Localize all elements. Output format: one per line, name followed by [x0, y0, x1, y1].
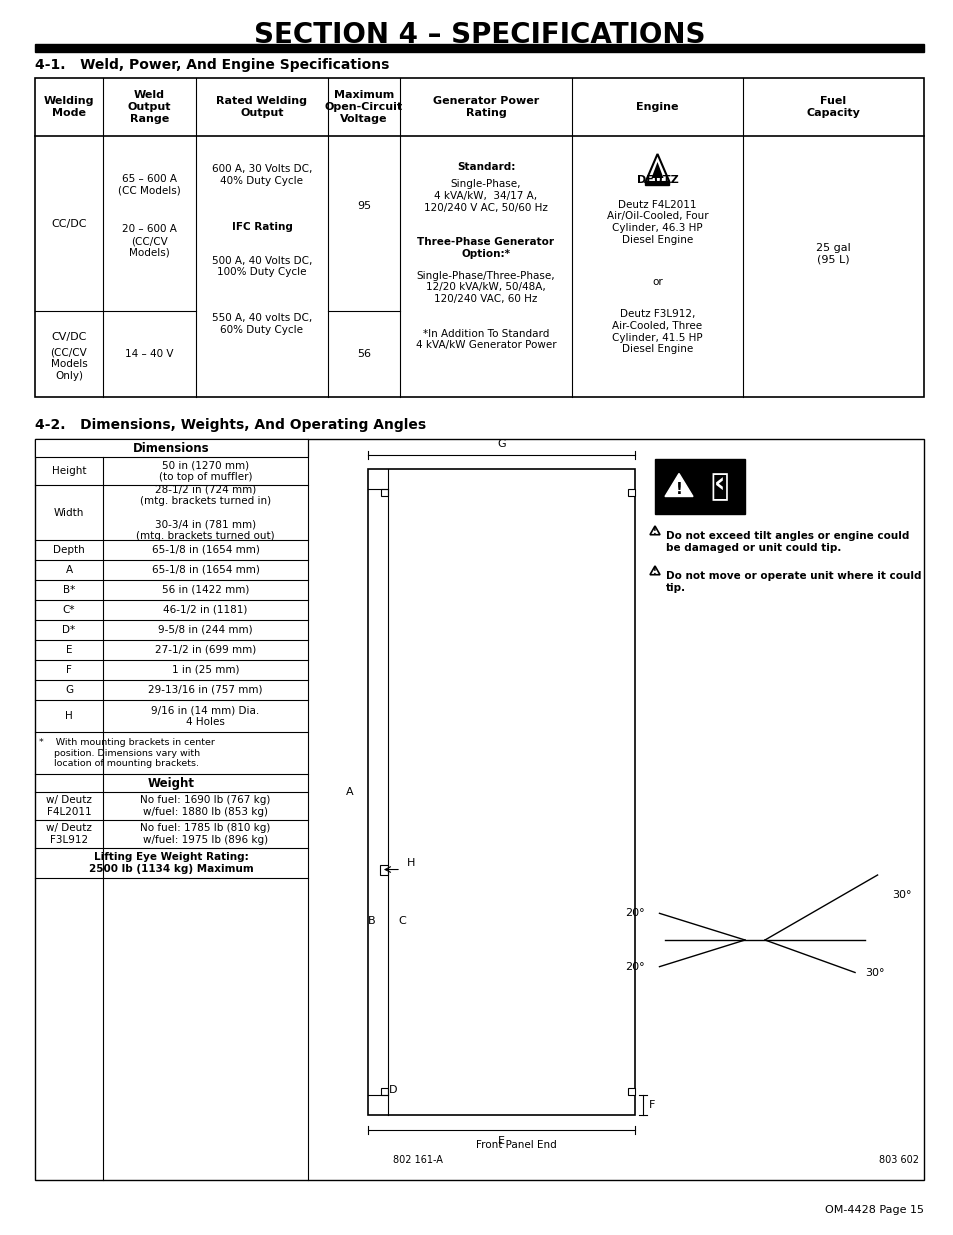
Text: Welding
Mode: Welding Mode: [44, 96, 94, 117]
Text: 30°: 30°: [864, 967, 883, 977]
Bar: [645, 182, 669, 185]
Text: OM-4428 Page 15: OM-4428 Page 15: [824, 1205, 923, 1215]
Text: 20°: 20°: [624, 908, 643, 919]
Text: Do not move or operate unit where it could
tip.: Do not move or operate unit where it cou…: [665, 571, 921, 593]
Text: Depth: Depth: [53, 545, 85, 555]
Text: D: D: [388, 1086, 396, 1095]
Text: (CC/CV
Models
Only): (CC/CV Models Only): [51, 348, 88, 380]
Text: !: !: [653, 568, 657, 577]
Text: Maximum
Open-Circuit
Voltage: Maximum Open-Circuit Voltage: [325, 90, 402, 124]
Text: 20 – 600 A
(CC/CV
Models): 20 – 600 A (CC/CV Models): [122, 225, 176, 258]
Text: or: or: [652, 277, 662, 288]
Text: Lifting Eye Weight Rating:
2500 lb (1134 kg) Maximum: Lifting Eye Weight Rating: 2500 lb (1134…: [89, 852, 253, 874]
Text: 4-2.   Dimensions, Weights, And Operating Angles: 4-2. Dimensions, Weights, And Operating …: [35, 417, 426, 432]
Text: Dimensions: Dimensions: [133, 441, 210, 454]
Text: 9/16 in (14 mm) Dia.
4 Holes: 9/16 in (14 mm) Dia. 4 Holes: [152, 705, 259, 727]
Text: Width: Width: [53, 508, 84, 517]
Text: SECTION 4 – SPECIFICATIONS: SECTION 4 – SPECIFICATIONS: [253, 21, 704, 49]
Text: E: E: [497, 1136, 504, 1146]
Text: DEUTZ: DEUTZ: [636, 175, 678, 185]
Text: CC/DC: CC/DC: [51, 219, 87, 228]
Text: G: G: [497, 438, 505, 450]
Text: Deutz F3L912,
Air-Cooled, Three
Cylinder, 41.5 HP
Diesel Engine: Deutz F3L912, Air-Cooled, Three Cylinder…: [612, 309, 702, 354]
Text: IFC Rating: IFC Rating: [232, 222, 293, 232]
Text: 65 – 600 A
(CC Models): 65 – 600 A (CC Models): [118, 174, 181, 196]
Text: ⛹: ⛹: [710, 472, 728, 501]
Text: 600 A, 30 Volts DC,
40% Duty Cycle: 600 A, 30 Volts DC, 40% Duty Cycle: [212, 164, 312, 186]
Text: *In Addition To Standard
4 kVA/kW Generator Power: *In Addition To Standard 4 kVA/kW Genera…: [416, 329, 556, 351]
Text: 25 gal
(95 L): 25 gal (95 L): [815, 242, 850, 264]
Text: 550 A, 40 volts DC,
60% Duty Cycle: 550 A, 40 volts DC, 60% Duty Cycle: [212, 314, 312, 335]
Text: Generator Power
Rating: Generator Power Rating: [433, 96, 538, 117]
Text: No fuel: 1785 lb (810 kg)
w/fuel: 1975 lb (896 kg): No fuel: 1785 lb (810 kg) w/fuel: 1975 l…: [140, 824, 271, 845]
Text: 28-1/2 in (724 mm)
(mtg. brackets turned in)

30-3/4 in (781 mm)
(mtg. brackets : 28-1/2 in (724 mm) (mtg. brackets turned…: [136, 484, 274, 541]
Text: 65-1/8 in (1654 mm): 65-1/8 in (1654 mm): [152, 564, 259, 576]
Text: 4-1.   Weld, Power, And Engine Specifications: 4-1. Weld, Power, And Engine Specificati…: [35, 58, 389, 72]
Bar: [627, 489, 635, 496]
Text: H: H: [65, 711, 72, 721]
Bar: [35, 78, 923, 396]
Text: 30°: 30°: [892, 889, 911, 899]
Text: 50 in (1270 mm)
(to top of muffler): 50 in (1270 mm) (to top of muffler): [158, 461, 252, 482]
Text: Three-Phase Generator
Option:*: Three-Phase Generator Option:*: [417, 237, 554, 259]
Bar: [379, 864, 388, 874]
Text: 95: 95: [356, 201, 371, 211]
Text: !: !: [653, 527, 657, 536]
Text: 802 161-A: 802 161-A: [393, 1155, 442, 1165]
Bar: [655, 459, 744, 514]
Text: 1 in (25 mm): 1 in (25 mm): [172, 664, 239, 676]
Bar: [35, 438, 923, 1179]
Text: No fuel: 1690 lb (767 kg)
w/fuel: 1880 lb (853 kg): No fuel: 1690 lb (767 kg) w/fuel: 1880 l…: [140, 795, 271, 816]
Text: B*: B*: [63, 585, 75, 595]
Text: B: B: [368, 916, 375, 926]
Text: Height: Height: [51, 466, 86, 475]
Polygon shape: [664, 473, 692, 496]
Text: 56 in (1422 mm): 56 in (1422 mm): [162, 585, 249, 595]
Text: Do not exceed tilt angles or engine could
be damaged or unit could tip.: Do not exceed tilt angles or engine coul…: [665, 531, 908, 552]
Bar: [380, 489, 388, 496]
Text: w/ Deutz
F4L2011: w/ Deutz F4L2011: [46, 795, 91, 816]
Text: 14 – 40 V: 14 – 40 V: [125, 350, 173, 359]
Text: 500 A, 40 Volts DC,
100% Duty Cycle: 500 A, 40 Volts DC, 100% Duty Cycle: [212, 256, 312, 278]
Text: Standard:: Standard:: [456, 162, 515, 173]
Text: H: H: [407, 857, 415, 867]
Text: 56: 56: [356, 350, 371, 359]
Bar: [380, 1088, 388, 1095]
Text: E: E: [66, 645, 72, 655]
Bar: [35, 438, 308, 457]
Text: Front Panel End: Front Panel End: [476, 1140, 557, 1150]
Text: Deutz F4L2011
Air/Oil-Cooled, Four
Cylinder, 46.3 HP
Diesel Engine: Deutz F4L2011 Air/Oil-Cooled, Four Cylin…: [606, 200, 707, 245]
Text: ‹: ‹: [714, 469, 725, 498]
Text: Single-Phase,
4 kVA/kW,  34/17 A,
120/240 V AC, 50/60 Hz: Single-Phase, 4 kVA/kW, 34/17 A, 120/240…: [424, 179, 547, 212]
Text: C*: C*: [63, 605, 75, 615]
Text: A: A: [346, 787, 354, 797]
Text: G: G: [65, 685, 73, 695]
Text: !: !: [675, 482, 681, 496]
Text: 20°: 20°: [624, 962, 643, 972]
Text: 46-1/2 in (1181): 46-1/2 in (1181): [163, 605, 248, 615]
Text: Weight: Weight: [148, 777, 194, 789]
Text: C: C: [397, 916, 405, 926]
Bar: [627, 1088, 635, 1095]
Text: 9-5/8 in (244 mm): 9-5/8 in (244 mm): [158, 625, 253, 635]
Text: F: F: [66, 664, 71, 676]
Text: *    With mounting brackets in center
     position. Dimensions vary with
     l: * With mounting brackets in center posit…: [39, 739, 214, 768]
Bar: [368, 469, 635, 1115]
Text: 29-13/16 in (757 mm): 29-13/16 in (757 mm): [148, 685, 262, 695]
Text: F: F: [648, 1100, 655, 1110]
Text: A: A: [66, 564, 72, 576]
Text: 65-1/8 in (1654 mm): 65-1/8 in (1654 mm): [152, 545, 259, 555]
Text: Engine: Engine: [636, 103, 678, 112]
Text: 27-1/2 in (699 mm): 27-1/2 in (699 mm): [154, 645, 255, 655]
Text: CV/DC: CV/DC: [51, 332, 87, 342]
Text: Weld
Output
Range: Weld Output Range: [128, 90, 172, 124]
Text: Rated Welding
Output: Rated Welding Output: [216, 96, 307, 117]
Text: D*: D*: [62, 625, 75, 635]
Text: Fuel
Capacity: Fuel Capacity: [805, 96, 860, 117]
Polygon shape: [651, 162, 662, 178]
Bar: [35, 44, 923, 52]
Text: Single-Phase/Three-Phase,
12/20 kVA/kW, 50/48A,
120/240 VAC, 60 Hz: Single-Phase/Three-Phase, 12/20 kVA/kW, …: [416, 270, 555, 304]
Text: w/ Deutz
F3L912: w/ Deutz F3L912: [46, 824, 91, 845]
Text: 803 602: 803 602: [878, 1155, 918, 1165]
